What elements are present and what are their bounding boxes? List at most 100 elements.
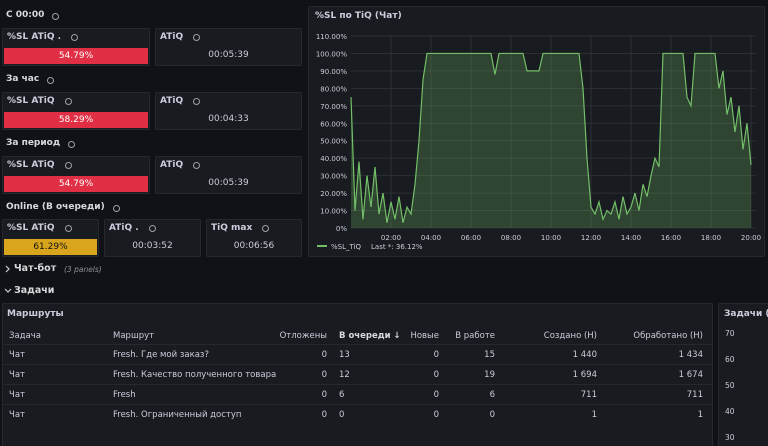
- table-cell: 12: [339, 370, 350, 380]
- stat-panel: ATiQ 00:05:39: [155, 156, 302, 194]
- stat-value: 00:04:33: [208, 114, 249, 124]
- panel-title: ATiQ: [160, 32, 184, 42]
- legend-swatch: [317, 245, 327, 247]
- table-cell: 0: [321, 370, 327, 380]
- y-tick-label: 20.00%: [320, 190, 347, 198]
- line: [350, 52, 752, 223]
- table-cell: Fresh. Качество полученного товара: [113, 370, 277, 380]
- section-title: С 00:00: [6, 10, 45, 20]
- table-cell: Чат: [9, 390, 25, 400]
- table-cell: Чат: [9, 410, 25, 420]
- row-divider: [3, 384, 712, 385]
- x-tick-label: 14:00: [621, 234, 641, 242]
- stat-value: 54.79%: [4, 48, 148, 64]
- table-cell: Fresh. Ограниченный доступ: [113, 410, 242, 420]
- x-tick-label: 20:00: [741, 234, 761, 242]
- x-tick-label: 02:00: [381, 234, 401, 242]
- x-tick-label: 08:00: [501, 234, 521, 242]
- stat-value: 00:05:39: [208, 50, 249, 60]
- chart-panel: %SL по TiQ (Чат) 0% 10.00% 20.00% 30.00% 40.0…: [308, 6, 765, 257]
- column-header: Новые: [410, 331, 439, 341]
- y-tick-label: 40: [725, 407, 735, 416]
- stat-panel: ATiQ 00:05:39: [155, 28, 302, 66]
- table-cell: 0: [321, 350, 327, 360]
- info-icon: [68, 141, 75, 148]
- table-cell: 711: [580, 390, 597, 400]
- y-tick-label: 50.00%: [320, 138, 347, 146]
- stat-panel: TiQ max 00:06:56: [206, 219, 302, 257]
- y-tick-label: 30: [725, 433, 735, 442]
- table-cell: 0: [433, 350, 439, 360]
- info-icon: [47, 77, 54, 84]
- y-tick-label: 100.00%: [316, 50, 347, 58]
- row-divider: [3, 404, 712, 405]
- table-cell: 6: [489, 390, 495, 400]
- stat-panel: %SL ATiQ 58.29%: [2, 92, 150, 130]
- y-tick-label: 110.00%: [316, 33, 347, 41]
- table-cell: 0: [339, 410, 345, 420]
- column-header: В очереди ↓: [339, 331, 401, 341]
- info-icon: [71, 34, 78, 41]
- panel-title: %SL ATiQ .: [7, 32, 62, 42]
- column-header: Маршрут: [113, 331, 155, 341]
- section-title: За час: [6, 74, 40, 84]
- column-header: Обработано (Н): [633, 331, 703, 341]
- table-cell: Fresh: [113, 390, 136, 400]
- panel-title: TiQ max: [211, 223, 253, 233]
- y-tick-label: 60: [725, 355, 735, 364]
- info-icon: [193, 34, 200, 41]
- chart-title: %SL по TiQ (Чат): [315, 11, 402, 21]
- x-tick-label: 12:00: [581, 234, 601, 242]
- stat-panel: %SL ATiQ . 54.79%: [2, 28, 150, 66]
- panel-title: Маршруты: [7, 309, 64, 319]
- y-tick-label: 0%: [336, 225, 347, 233]
- y-tick-label: 50: [725, 381, 735, 390]
- row-title[interactable]: Задачи: [14, 285, 55, 296]
- stat-value: 00:03:52: [132, 241, 173, 251]
- info-icon: [65, 98, 72, 105]
- panel-title: Задачи (Чат): [724, 309, 768, 319]
- stat-panel: ATiQ 00:04:33: [155, 92, 302, 130]
- x-tick-label: 18:00: [701, 234, 721, 242]
- column-header: Создано (Н): [543, 331, 597, 341]
- table-cell: Fresh. Где мой заказ?: [113, 350, 209, 360]
- table-panel: Маршруты Задача Маршрут Отложены В очереди ↓…: [2, 303, 713, 446]
- y-tick-label: 40.00%: [320, 155, 347, 163]
- panel-title: ATiQ: [160, 160, 184, 170]
- row-note: (3 panels): [64, 265, 102, 274]
- table-cell: 1: [591, 410, 597, 420]
- x-tick-label: 04:00: [421, 234, 441, 242]
- stat-panel: %SL ATiQ 61.29%: [2, 219, 99, 257]
- table-cell: 13: [339, 350, 350, 360]
- table-cell: 1 440: [572, 350, 597, 360]
- info-icon: [52, 13, 59, 20]
- table-cell: Чат: [9, 370, 25, 380]
- stat-value: 61.29%: [4, 239, 97, 255]
- stat-value: 54.79%: [4, 176, 148, 192]
- y-tick-label: 70.00%: [320, 103, 347, 111]
- section-title: За период: [6, 138, 61, 148]
- chart: 0% 10.00% 20.00% 30.00% 40.00% 50.00% 60.00% 70…: [316, 33, 761, 251]
- row-divider: [3, 364, 712, 365]
- side-panel: Задачи (Чат) 70 60 50 40 30: [718, 303, 768, 446]
- stat-panel: %SL ATiQ 54.79%: [2, 156, 150, 194]
- info-icon: [65, 225, 72, 232]
- table-cell: 0: [489, 410, 495, 420]
- chevron[interactable]: [4, 265, 12, 273]
- legend-last: Last *: 36.12%: [371, 243, 423, 251]
- chevron[interactable]: [4, 287, 12, 295]
- x-tick-label: 06:00: [461, 234, 481, 242]
- row-title[interactable]: Чат-бот: [14, 263, 57, 274]
- panel-title: %SL ATiQ: [7, 160, 55, 170]
- y-tick-label: 10.00%: [320, 208, 347, 216]
- info-icon: [113, 205, 120, 212]
- panel-title: %SL ATiQ: [7, 96, 55, 106]
- stat-value: 58.29%: [4, 112, 148, 128]
- y-tick-label: 60.00%: [320, 120, 347, 128]
- stat-panel: ATiQ . 00:03:52: [104, 219, 201, 257]
- x-tick-label: 16:00: [661, 234, 681, 242]
- table-cell: 0: [433, 370, 439, 380]
- info-icon: [149, 225, 156, 232]
- y-tick-label: 70: [725, 329, 735, 338]
